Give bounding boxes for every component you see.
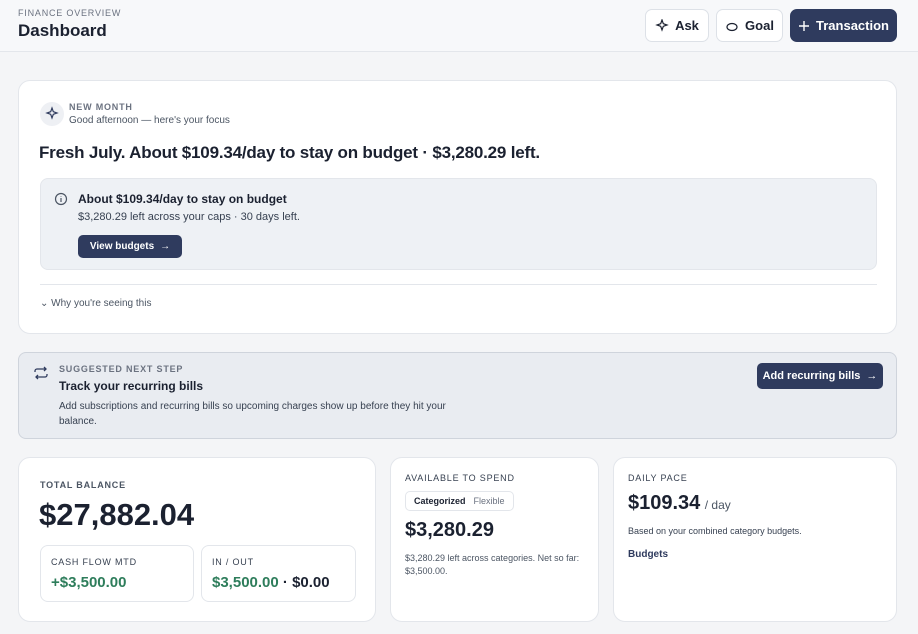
in-out-box: IN / OUT $3,500.00 · $0.00 bbox=[201, 545, 356, 602]
pace-amount-row: $109.34 / day bbox=[628, 492, 731, 515]
goal-button[interactable]: Goal bbox=[716, 9, 783, 42]
pace-amount: $109.34 bbox=[628, 492, 701, 514]
callout: About $109.34/day to stay on budget $3,2… bbox=[40, 178, 877, 270]
ask-button[interactable]: Ask bbox=[645, 9, 709, 42]
tab-active[interactable]: Categorized bbox=[414, 496, 466, 506]
separator: · bbox=[282, 574, 288, 591]
out-value: $0.00 bbox=[292, 574, 330, 591]
sparkle-icon bbox=[655, 18, 669, 32]
cash-flow-box: CASH FLOW MTD +$3,500.00 bbox=[40, 545, 194, 602]
eyebrow: DAILY PACE bbox=[628, 473, 688, 483]
callout-title: About $109.34/day to stay on budget bbox=[78, 192, 287, 206]
repeat-icon bbox=[34, 366, 48, 380]
pace-note: Based on your combined category budgets. bbox=[628, 526, 802, 536]
plus-icon bbox=[799, 20, 810, 31]
headline: Fresh July. About $109.34/day to stay on… bbox=[39, 143, 540, 162]
sparkle-icon bbox=[45, 106, 59, 120]
disclosure[interactable]: ⌄ Why you're seeing this bbox=[40, 298, 151, 309]
stat-label: CASH FLOW MTD bbox=[51, 557, 137, 567]
suggestion-body: Add subscriptions and recurring bills so… bbox=[59, 401, 446, 427]
tab-group: Categorized Flexible bbox=[405, 491, 514, 511]
header: FINANCE OVERVIEW Dashboard Ask Goal Tran… bbox=[0, 0, 918, 52]
button-label: Ask bbox=[675, 18, 699, 33]
button-label: Add recurring bills bbox=[762, 370, 861, 382]
available-card: AVAILABLE TO SPEND Categorized Flexible … bbox=[390, 457, 599, 622]
view-budgets-button[interactable]: View budgets → bbox=[78, 235, 182, 258]
eyebrow: NEW MONTH bbox=[69, 102, 133, 112]
disclosure-label: Why you're seeing this bbox=[51, 298, 152, 309]
transaction-button[interactable]: Transaction bbox=[790, 9, 897, 42]
button-label: View budgets bbox=[89, 241, 155, 252]
balance-card: TOTAL BALANCE $27,882.04 CASH FLOW MTD +… bbox=[18, 457, 376, 622]
budgets-link[interactable]: Budgets bbox=[628, 549, 668, 560]
available-note: $3,280.29 left across categories. Net so… bbox=[405, 553, 580, 576]
icon-badge bbox=[40, 102, 64, 126]
chevron-icon: ⌄ bbox=[40, 298, 52, 309]
divider bbox=[40, 284, 877, 285]
available-amount: $3,280.29 bbox=[405, 519, 494, 541]
callout-body: $3,280.29 left across your caps · 30 day… bbox=[78, 211, 300, 223]
eyebrow: SUGGESTED NEXT STEP bbox=[59, 364, 184, 374]
eyebrow: AVAILABLE TO SPEND bbox=[405, 473, 515, 483]
piggy-icon bbox=[726, 22, 738, 31]
add-recurring-button[interactable]: Add recurring bills → bbox=[757, 363, 883, 389]
stat-value: +$3,500.00 bbox=[51, 574, 127, 591]
button-label: Goal bbox=[745, 18, 774, 33]
button-label: Transaction bbox=[816, 18, 889, 33]
tab[interactable]: Flexible bbox=[473, 496, 505, 506]
page-title: Dashboard bbox=[18, 21, 107, 40]
arrow-icon: → bbox=[160, 241, 171, 252]
stat-value: $3,500.00 · $0.00 bbox=[212, 574, 330, 591]
suggestion-title: Track your recurring bills bbox=[59, 379, 204, 393]
eyebrow: TOTAL BALANCE bbox=[40, 480, 126, 490]
in-value: $3,500.00 bbox=[212, 574, 279, 591]
balance-amount: $27,882.04 bbox=[39, 497, 195, 532]
greeting: Good afternoon — here's your focus bbox=[69, 115, 230, 126]
focus-card: NEW MONTH Good afternoon — here's your f… bbox=[18, 80, 897, 334]
suggestion-card: SUGGESTED NEXT STEP Track your recurring… bbox=[18, 352, 897, 439]
pace-card: DAILY PACE $109.34 / day Based on your c… bbox=[613, 457, 897, 622]
pace-unit: / day bbox=[704, 498, 731, 512]
eyebrow: FINANCE OVERVIEW bbox=[18, 8, 122, 18]
stat-label: IN / OUT bbox=[212, 557, 254, 567]
arrow-icon: → bbox=[866, 370, 878, 382]
info-icon bbox=[54, 192, 68, 206]
